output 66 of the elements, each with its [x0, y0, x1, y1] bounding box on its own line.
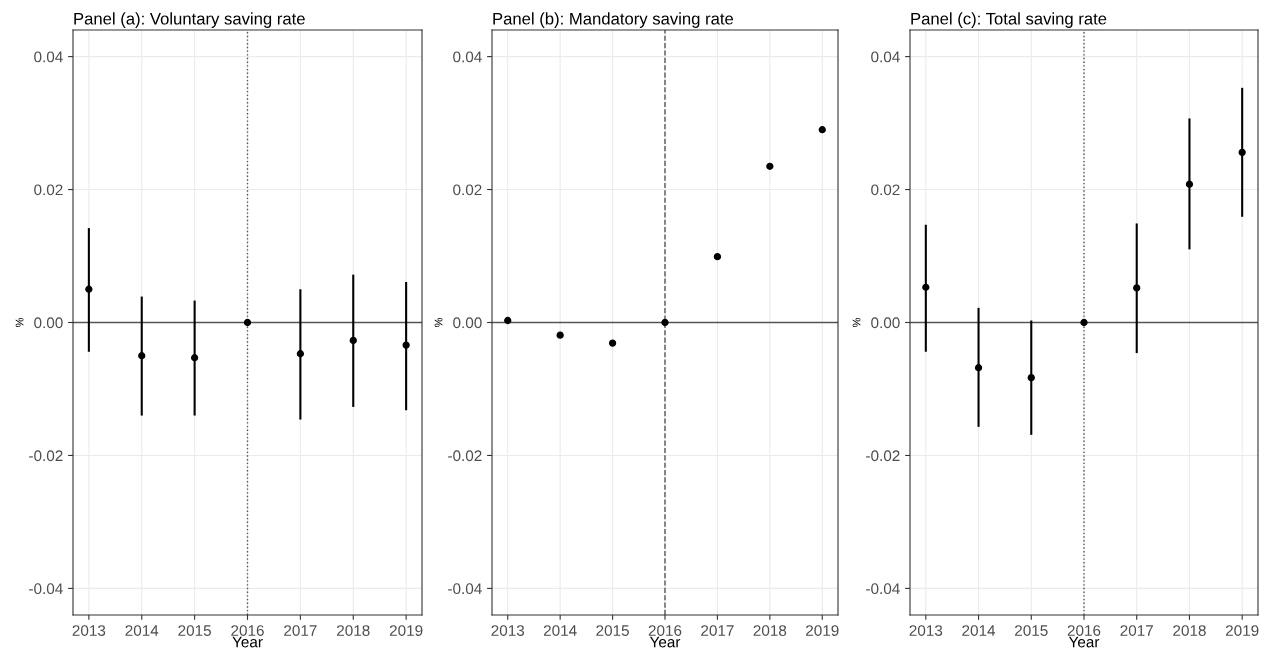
x-tick-label: 2015	[1015, 625, 1048, 636]
x-tick-label: 2017	[284, 625, 317, 636]
point	[974, 364, 983, 372]
point	[1238, 148, 1246, 156]
x-tick-label: 2013	[491, 625, 525, 636]
point	[1185, 180, 1194, 188]
y-tick-label: -0.04	[29, 583, 63, 595]
y-tick-label: 0.00	[871, 317, 900, 329]
x-tick-label: 2018	[337, 625, 370, 636]
y-tick-label: 0.00	[453, 317, 482, 329]
x-tick-label: 2019	[806, 625, 839, 636]
x-tick-label: 2014	[543, 625, 577, 636]
y-tick-label: -0.02	[866, 450, 900, 462]
y-tick-label: -0.02	[448, 450, 482, 462]
point	[556, 331, 564, 339]
y-tick-label: 0.04	[453, 51, 482, 63]
y-tick-label: 0.02	[34, 184, 63, 196]
point	[922, 283, 930, 291]
x-tick-label: 2018	[1173, 625, 1206, 636]
y-tick-label: -0.02	[29, 450, 63, 462]
chart-title: Panel (c): Total saving rate	[911, 12, 1107, 28]
x-tick-label: 2016	[648, 625, 682, 636]
point	[713, 253, 722, 261]
point	[138, 352, 146, 360]
point	[402, 341, 410, 349]
x-tick-label: 2016	[231, 625, 264, 636]
point	[1133, 284, 1141, 292]
chart-title: Panel (b): Mandatory saving rate	[493, 12, 734, 28]
point	[349, 336, 357, 345]
point	[818, 126, 826, 134]
y-tick-label: 0.04	[871, 51, 900, 63]
x-tick-label: 2014	[125, 625, 159, 636]
x-tick-label: 2016	[1067, 625, 1101, 636]
point	[243, 318, 252, 327]
x-tick-label: 2015	[178, 625, 211, 636]
point	[1080, 318, 1088, 327]
x-tick-label: 2015	[596, 625, 629, 636]
x-tick-label: 2013	[909, 625, 943, 636]
x-tick-label: 2014	[962, 625, 996, 636]
y-axis-title: %	[852, 317, 861, 328]
y-tick-label: -0.04	[448, 583, 482, 595]
y-axis-title: %	[15, 317, 24, 328]
y-tick-label: 0.02	[871, 184, 900, 196]
x-axis-title: Year	[649, 636, 681, 648]
y-tick-label: -0.04	[866, 583, 900, 595]
point	[766, 162, 774, 170]
chart-title: Panel (a): Voluntary saving rate	[74, 12, 305, 28]
x-tick-label: 2018	[753, 625, 787, 636]
x-axis-title: Year	[1068, 636, 1100, 648]
y-tick-label: 0.00	[34, 317, 63, 329]
point	[504, 316, 512, 325]
x-tick-label: 2017	[1120, 625, 1153, 636]
y-tick-label: 0.02	[453, 184, 482, 196]
y-axis-title: %	[434, 317, 443, 328]
point	[1027, 374, 1035, 382]
x-axis-title: Year	[232, 636, 263, 648]
x-tick-label: 2019	[1225, 625, 1259, 636]
x-tick-label: 2013	[72, 625, 106, 636]
point	[85, 285, 93, 293]
y-tick-label: 0.04	[34, 51, 63, 63]
point	[608, 339, 617, 347]
x-tick-label: 2019	[389, 625, 423, 636]
point	[190, 354, 199, 362]
x-tick-label: 2017	[701, 625, 734, 636]
point	[296, 350, 305, 358]
point	[661, 318, 669, 327]
